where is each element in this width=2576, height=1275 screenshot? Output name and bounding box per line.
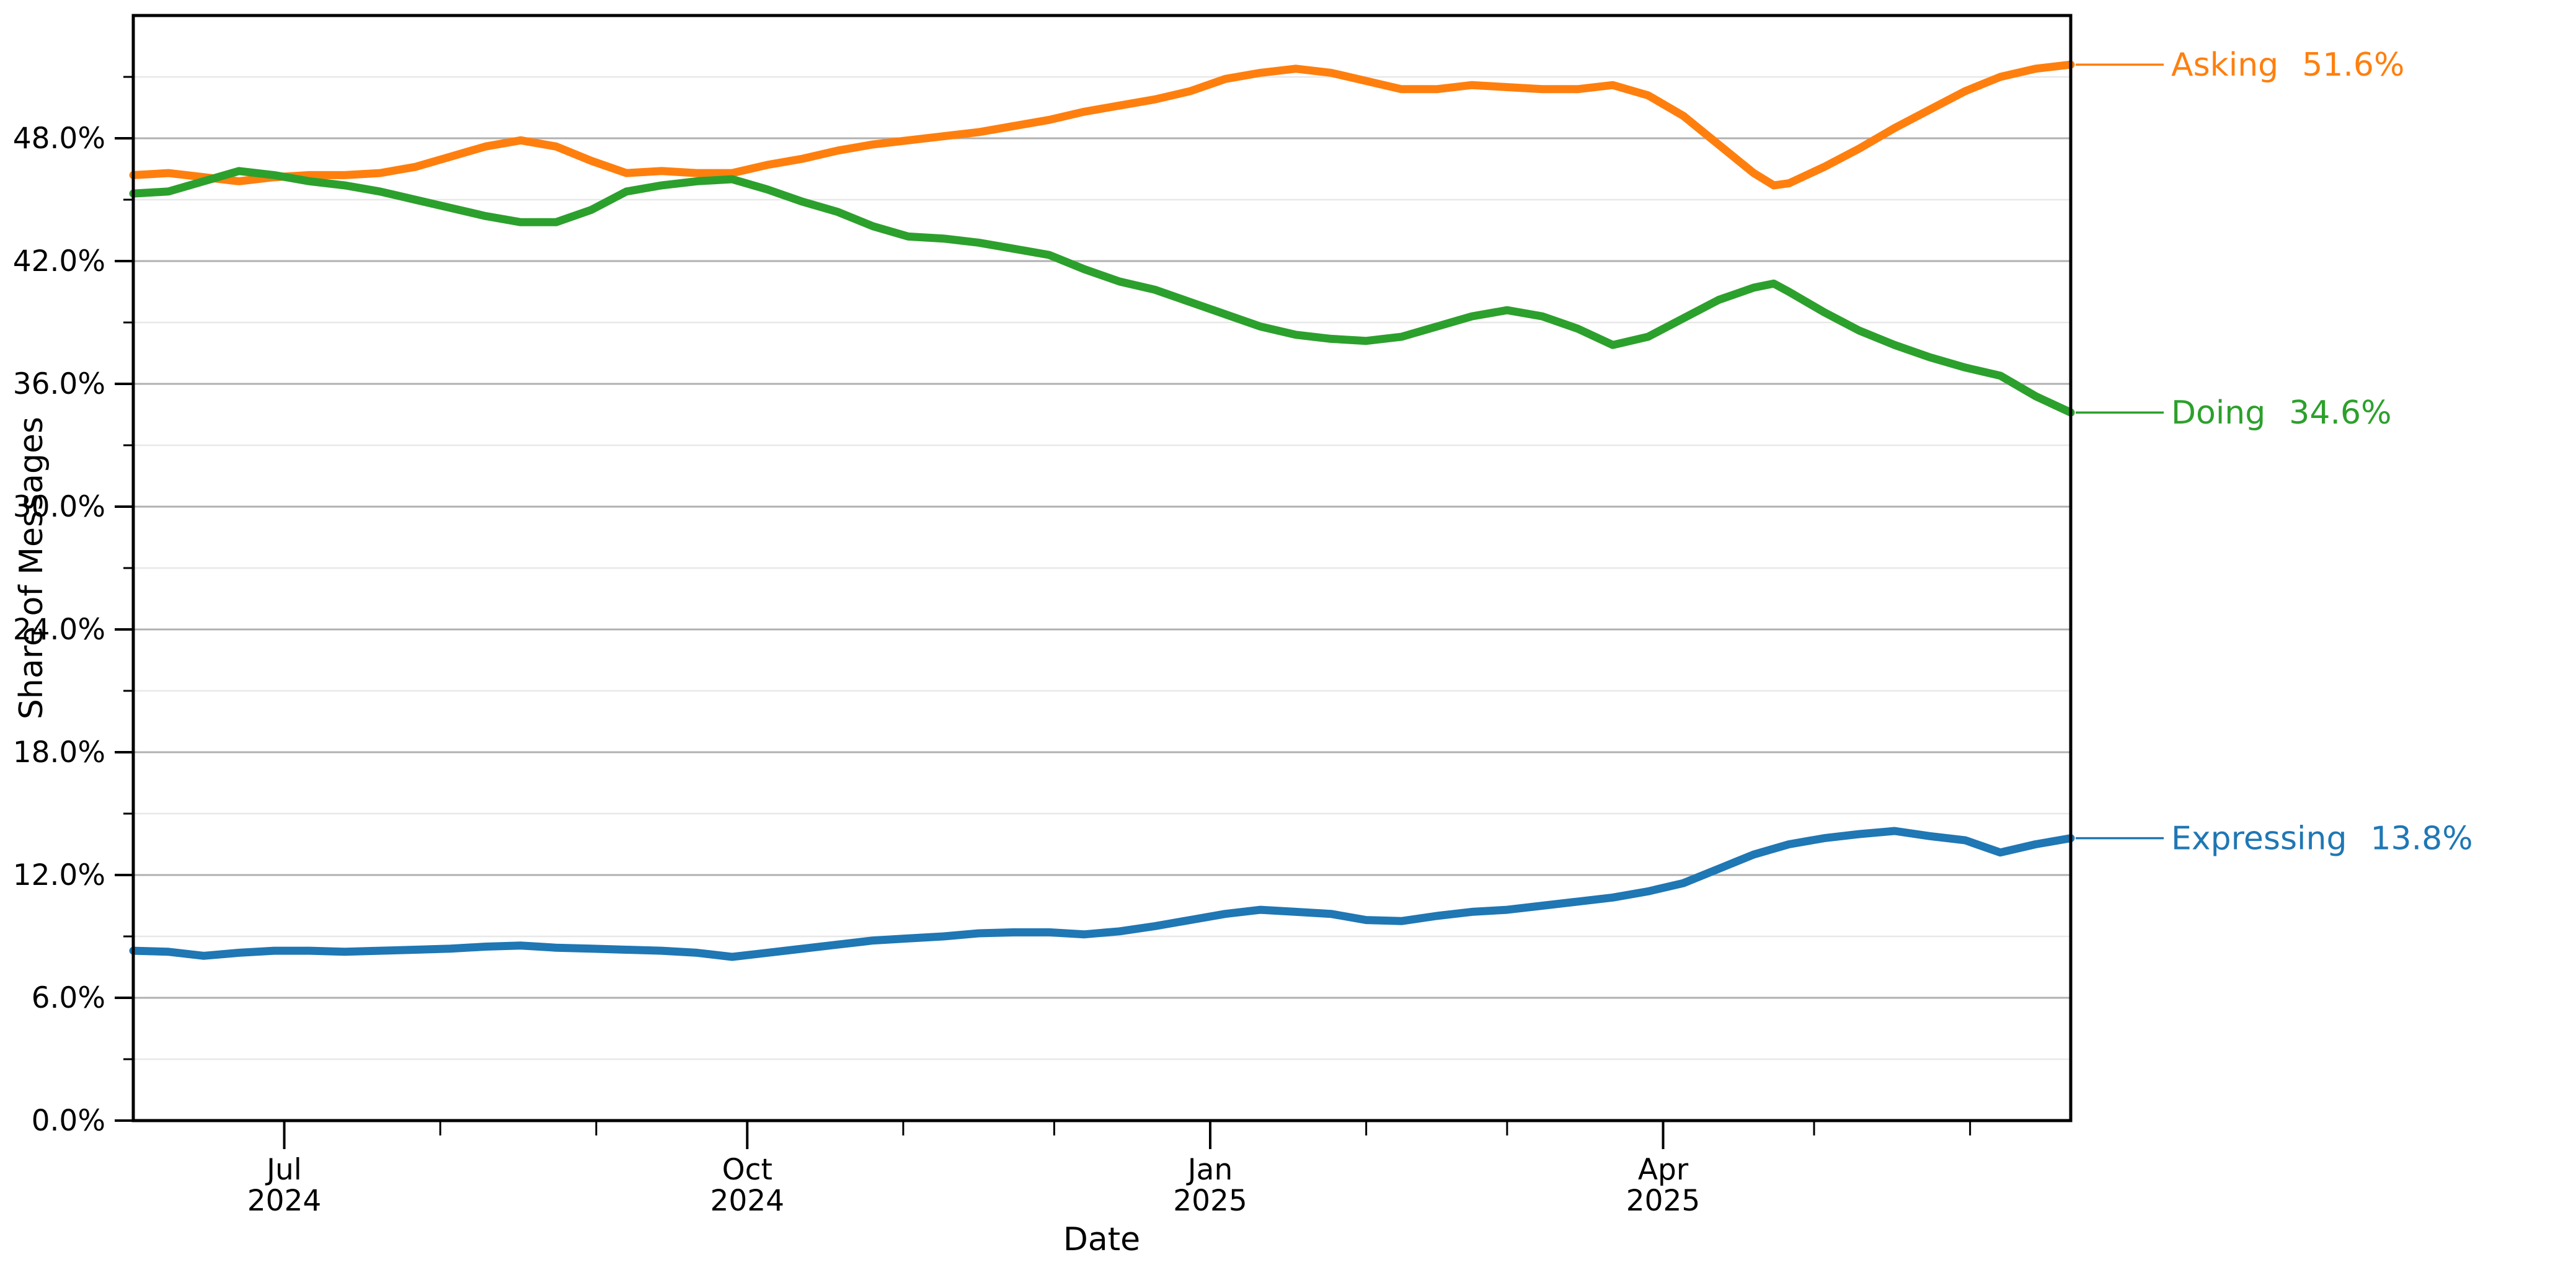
x-tick-label: Apr 2025 xyxy=(1626,1153,1701,1218)
y-tick-label: 42.0% xyxy=(13,244,105,278)
x-axis-label: Date xyxy=(1063,1221,1140,1258)
axis-ticks xyxy=(115,76,1972,1149)
x-tick-label: Oct 2024 xyxy=(710,1153,784,1218)
annotation-series-value: 13.8% xyxy=(2370,820,2472,858)
annotation-series-value: 51.6% xyxy=(2302,47,2404,84)
tick-labels: 0.0% 6.0% 12.0% 18.0% 24.0% 30.0% 36.0% 42.0% 48… xyxy=(13,122,1701,1218)
series-line-expressing xyxy=(129,827,2075,961)
y-tick-label: 36.0% xyxy=(13,367,105,401)
gridlines-minor xyxy=(133,76,2071,1060)
y-tick-label: 48.0% xyxy=(13,122,105,156)
series-annotations: Asking 51.6% Doing 34.6% Expressing 13.8% xyxy=(2076,47,2473,858)
y-tick-label: 0.0% xyxy=(32,1104,105,1138)
y-tick-label: 30.0% xyxy=(13,490,105,524)
series-line-doing xyxy=(129,167,2075,417)
y-tick-label: 18.0% xyxy=(13,735,105,770)
annotation-expressing: Expressing 13.8% xyxy=(2171,820,2473,858)
series-lines xyxy=(129,60,2075,961)
annotation-series-name: Asking xyxy=(2171,47,2278,84)
y-tick-label: 6.0% xyxy=(32,981,105,1015)
gridlines-major xyxy=(133,137,2071,999)
x-tick-label: Jan 2025 xyxy=(1173,1153,1247,1218)
y-tick-label: 24.0% xyxy=(13,613,105,647)
y-tick-label: 12.0% xyxy=(13,858,105,892)
series-line-asking xyxy=(129,60,2075,190)
annotation-asking: Asking 51.6% xyxy=(2171,47,2404,84)
annotation-series-value: 34.6% xyxy=(2289,394,2391,432)
annotation-series-name: Expressing xyxy=(2171,820,2347,858)
annotation-series-name: Doing xyxy=(2171,394,2265,432)
x-tick-label: Jul 2024 xyxy=(247,1153,322,1218)
y-axis-label: Share of Messages xyxy=(13,417,50,719)
annotation-doing: Doing 34.6% xyxy=(2171,394,2391,432)
